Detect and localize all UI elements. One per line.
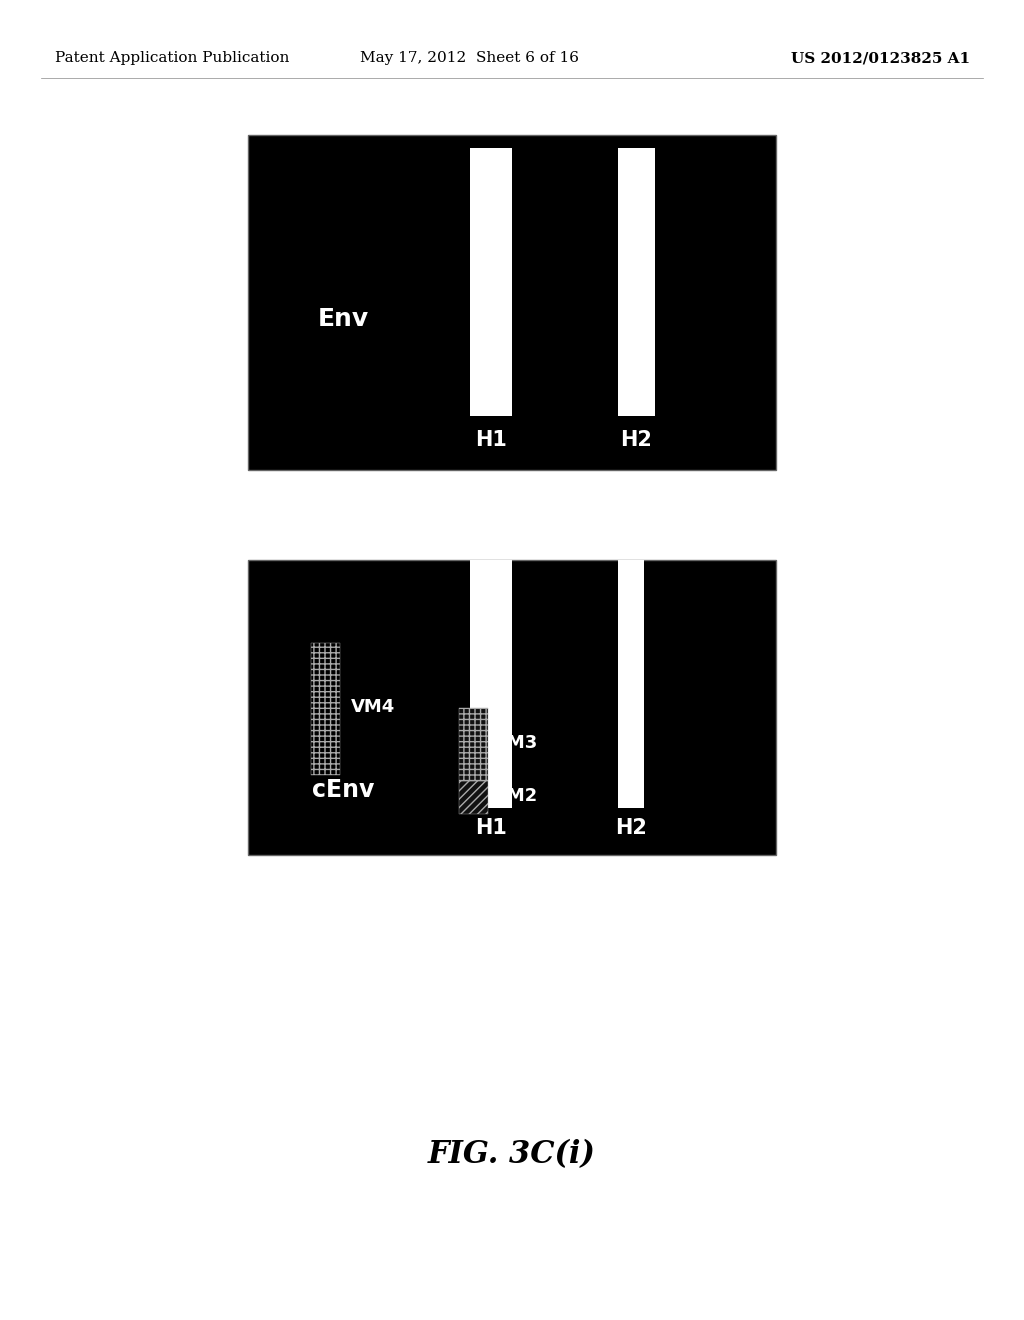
Bar <box>470 148 512 416</box>
Bar <box>311 643 340 775</box>
Text: US 2012/0123825 A1: US 2012/0123825 A1 <box>791 51 970 65</box>
Text: H2: H2 <box>621 430 652 450</box>
Bar <box>470 560 512 808</box>
Bar <box>459 708 488 781</box>
Text: Patent Application Publication: Patent Application Publication <box>55 51 290 65</box>
Bar <box>459 708 488 781</box>
Bar <box>248 135 776 470</box>
Text: H1: H1 <box>475 818 507 838</box>
Text: May 17, 2012  Sheet 6 of 16: May 17, 2012 Sheet 6 of 16 <box>360 51 580 65</box>
Text: VM2: VM2 <box>494 787 538 805</box>
Bar <box>248 560 776 855</box>
Bar <box>459 781 488 813</box>
Text: VM3: VM3 <box>494 734 538 752</box>
Bar <box>617 148 654 416</box>
Bar <box>617 560 644 808</box>
Text: cEnv: cEnv <box>312 777 374 803</box>
Text: FIG. 3C(i): FIG. 3C(i) <box>428 1139 596 1171</box>
Text: Env: Env <box>317 308 369 331</box>
Bar <box>459 781 488 813</box>
Text: H1: H1 <box>475 430 507 450</box>
Bar <box>311 643 340 775</box>
Text: H2: H2 <box>614 818 647 838</box>
Text: VM4: VM4 <box>351 698 395 717</box>
